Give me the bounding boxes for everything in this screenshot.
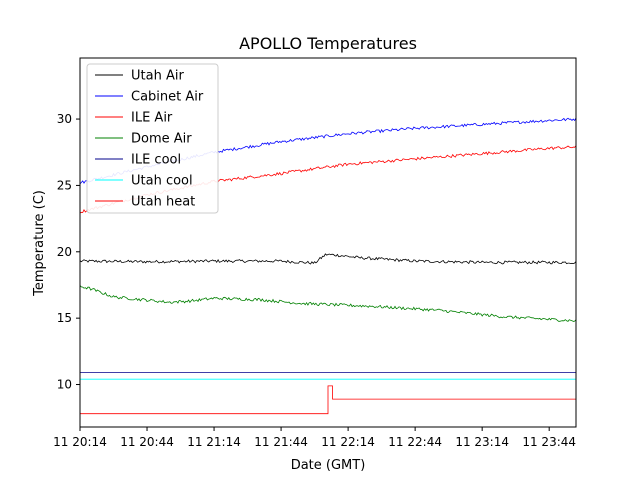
- x-tick-label: 11 23:44: [522, 435, 576, 449]
- plot-frame: [79, 57, 577, 428]
- legend: Utah Air Cabinet Air ILE Air Dome Air ILE co…: [86, 63, 219, 214]
- x-tick-label: 11 21:44: [254, 435, 308, 449]
- legend-label: Utah Air: [131, 69, 184, 84]
- legend-label: Dome Air: [131, 132, 192, 147]
- x-axis-label: Date (GMT): [291, 458, 366, 473]
- legend-box: [86, 63, 219, 214]
- chart-title: APOLLO Temperatures: [239, 34, 417, 53]
- y-axis-label: Temperature (C): [32, 190, 47, 297]
- series-line-utah-air: [79, 253, 577, 265]
- legend-label: ILE Air: [131, 111, 173, 126]
- series-line-dome-air: [79, 285, 577, 322]
- legend-label: Utah heat: [131, 195, 195, 210]
- x-tick-label: 11 20:14: [53, 435, 107, 449]
- series-line-utah-heat: [80, 385, 576, 415]
- x-tick-label: 11 22:44: [388, 435, 442, 449]
- x-tick-label: 11 21:14: [187, 435, 241, 449]
- legend-label: Utah cool: [131, 174, 193, 189]
- y-tick-label: 25: [57, 178, 72, 192]
- y-tick-label: 15: [57, 311, 72, 325]
- x-tick-label: 11 22:14: [321, 435, 375, 449]
- y-tick-label: 30: [57, 112, 72, 126]
- ticks-layer: 10 15 20 25 30 11 20:14 11 20:44 11 21:14 11 21:…: [53, 112, 576, 449]
- x-tick-label: 11 23:14: [455, 435, 509, 449]
- x-tick-label: 11 20:44: [120, 435, 174, 449]
- legend-label: ILE cool: [131, 153, 181, 168]
- legend-label: Cabinet Air: [131, 90, 204, 105]
- y-tick-label: 10: [57, 378, 72, 392]
- y-tick-label: 20: [57, 245, 72, 259]
